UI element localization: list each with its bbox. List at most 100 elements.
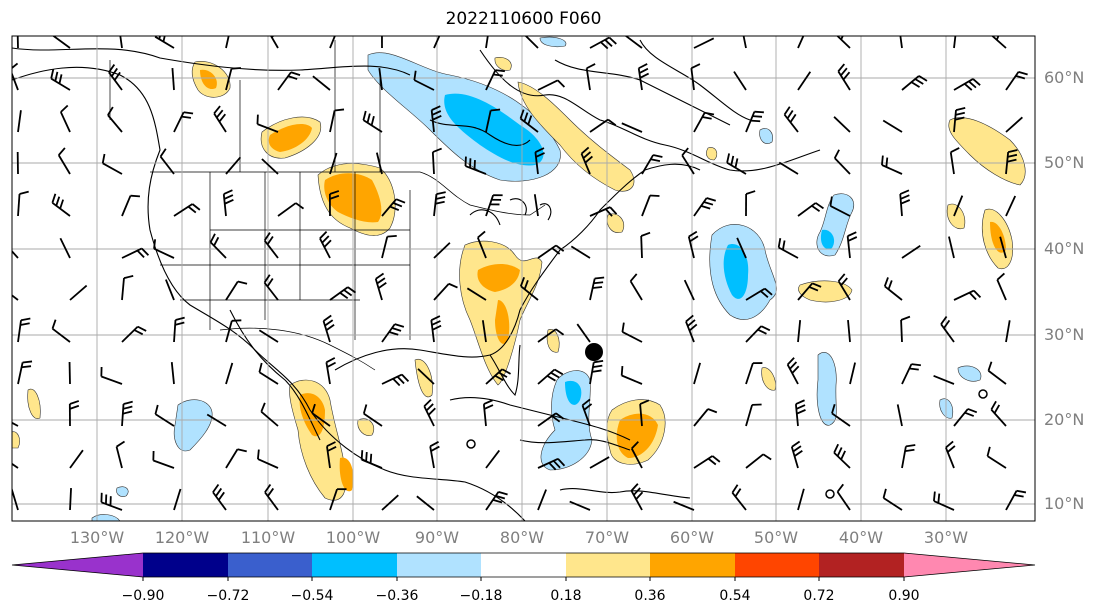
wind-barb <box>846 231 858 259</box>
wind-barb <box>837 63 851 91</box>
wind-barb <box>999 236 1007 259</box>
wind-barb <box>581 398 593 427</box>
wind-barb <box>537 368 564 385</box>
wind-barb <box>621 322 643 343</box>
positive-shading <box>798 280 853 303</box>
wind-barb <box>585 63 596 91</box>
wind-barb <box>901 444 916 469</box>
wind-barb <box>329 488 347 511</box>
lat-label: 10°N <box>1044 494 1085 513</box>
lon-label: 30°W <box>923 528 969 547</box>
wind-barb <box>794 399 806 427</box>
wind-barb <box>51 193 71 217</box>
wind-barb <box>12 249 19 259</box>
wind-barb <box>641 154 663 175</box>
wind-barb <box>277 202 305 217</box>
wind-barb <box>69 487 72 511</box>
colorbar-tick-label: −0.72 <box>206 588 250 604</box>
wind-barb <box>693 362 701 385</box>
wind-barb <box>630 483 644 511</box>
wind-barb <box>953 78 981 91</box>
wind-barb <box>637 63 650 91</box>
wind-barb <box>482 399 494 427</box>
wind-barb <box>790 440 803 469</box>
wind-barb <box>360 450 383 469</box>
wind-barb <box>171 67 175 91</box>
wind-barb <box>159 148 175 175</box>
wind-barb <box>59 104 71 133</box>
wind-barb <box>153 239 175 259</box>
wind-barb <box>225 319 242 343</box>
wind-barb <box>485 368 512 385</box>
positive-shading <box>200 69 217 90</box>
colorbar-segment <box>650 553 735 577</box>
wind-barb <box>537 244 565 259</box>
wind-barb <box>537 489 547 511</box>
wind-barb <box>100 366 123 385</box>
wind-barb <box>953 289 982 301</box>
lon-label: 50°W <box>753 528 799 547</box>
colorbar-segment <box>566 553 650 577</box>
wind-barb <box>533 194 539 217</box>
wind-barb <box>745 362 763 385</box>
wind-barb <box>277 71 301 91</box>
colorbar-segment <box>819 553 904 577</box>
wind-barb <box>225 36 230 49</box>
lon-label: 90°W <box>414 528 460 547</box>
wind-barb <box>260 402 279 427</box>
wind-barb <box>520 277 539 301</box>
colorbar-tick-label: −0.18 <box>459 588 503 604</box>
wind-barb <box>121 325 147 343</box>
wind-barb <box>693 37 715 49</box>
lon-label: 110°W <box>240 528 296 547</box>
wind-barb <box>589 456 610 469</box>
wind-barb <box>537 457 566 471</box>
wind-barb <box>485 491 508 511</box>
wind-barb <box>745 453 772 469</box>
wind-barb <box>225 448 247 469</box>
wind-barb <box>328 190 340 217</box>
wind-barb <box>115 440 126 469</box>
positive-shading <box>357 418 375 436</box>
wind-barb <box>629 273 643 301</box>
colorbar-segment <box>735 553 819 577</box>
wind-barb <box>621 122 643 133</box>
wind-barb <box>209 233 227 259</box>
wind-barb <box>933 491 955 511</box>
colorbar-tick-label: −0.54 <box>290 588 334 604</box>
wind-barb <box>206 413 227 427</box>
wind-barb <box>630 441 643 469</box>
wind-barb <box>589 276 605 301</box>
wind-barb <box>833 149 851 175</box>
wind-barb <box>833 116 851 133</box>
wind-barb <box>51 319 71 343</box>
wind-barb <box>849 362 856 385</box>
positive-shading <box>299 393 325 437</box>
wind-barb <box>831 404 851 427</box>
wind-barb <box>693 455 721 469</box>
colorbar-tick-label: 0.72 <box>803 588 835 604</box>
positive-shading <box>607 213 625 233</box>
lon-label: 130°W <box>69 528 125 547</box>
wind-barb <box>1005 195 1017 217</box>
wind-barb <box>986 446 1007 469</box>
wind-barb <box>12 62 19 91</box>
wind-barb <box>996 272 1007 301</box>
wind-barb <box>68 400 80 427</box>
wind-barb <box>726 153 747 175</box>
wind-barb <box>12 488 19 511</box>
colorbar-segment <box>228 553 312 577</box>
wind-barb <box>476 230 487 259</box>
wind-barb <box>378 68 383 91</box>
wind-barb <box>429 441 440 469</box>
wind-barb <box>777 238 799 259</box>
negative-shading <box>173 399 213 452</box>
wind-barb <box>59 237 71 259</box>
wind-barb <box>213 105 227 133</box>
colorbar-tick-label: 0.90 <box>888 588 920 604</box>
wind-barb <box>17 360 33 385</box>
wind-barb <box>690 63 701 91</box>
negative-shading <box>539 36 567 48</box>
positive-shading <box>494 57 512 71</box>
positive-shading <box>339 457 354 492</box>
